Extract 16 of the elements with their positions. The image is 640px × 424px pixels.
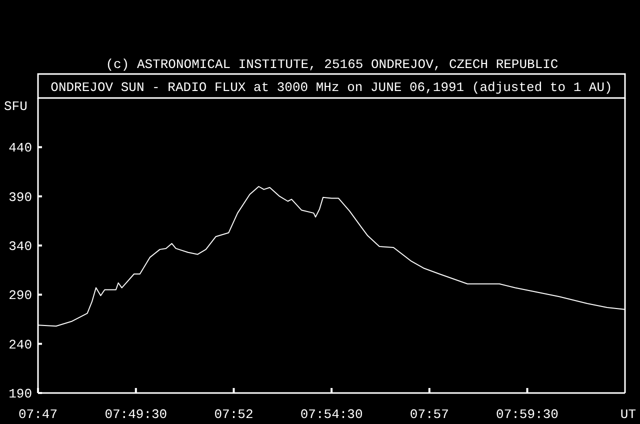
x-tick-label: 07:57 [410,407,449,422]
y-tick-label: 290 [8,288,32,304]
x-axis-title: UT [620,407,636,422]
x-tick-label: 07:59:30 [496,407,558,422]
x-tick-label: 07:52 [214,407,254,422]
y-tick-label: 390 [8,190,32,205]
y-axis-title: SFU [4,99,28,114]
y-tick-label: 190 [8,386,32,402]
x-tick-label: 07:54:30 [300,407,363,422]
x-tick-label: 07:47 [18,407,58,422]
x-tick-label: 07:49:30 [104,407,168,422]
y-tick-label: 440 [8,140,32,156]
chart-title: ONDREJOV SUN - RADIO FLUX at 3000 MHz on JUNE 06,1991 (adjusted to 1 AU) [50,80,612,95]
y-tick-label: 340 [8,239,32,254]
text: (c) ASTRONOMICAL INSTITUTE, 25165 ONDREJOV, CZECH REPUBLIC [106,57,558,72]
y-tick-label: 240 [8,337,32,352]
